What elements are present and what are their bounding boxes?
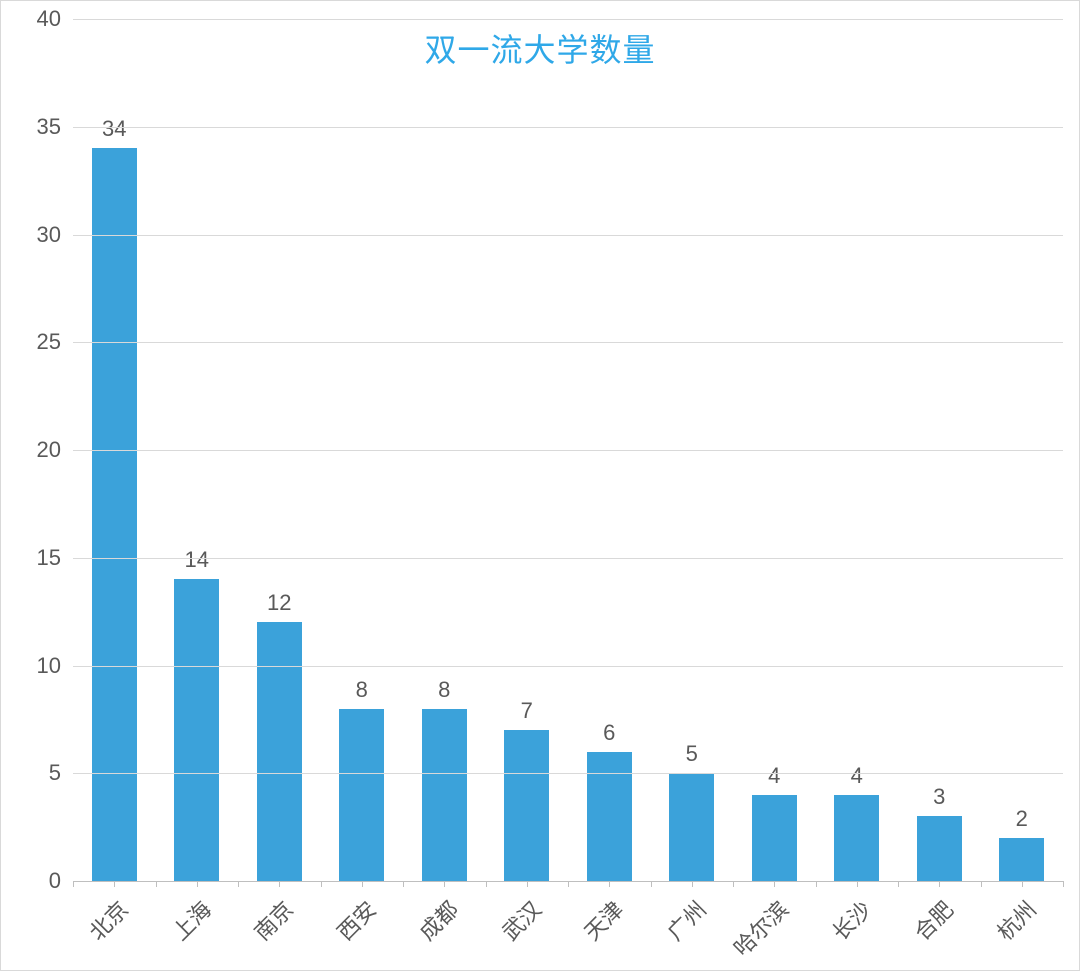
x-category-label: 上海 <box>164 893 218 947</box>
x-category-label: 南京 <box>246 893 300 947</box>
bar <box>339 709 384 881</box>
gridline <box>73 127 1063 128</box>
bar-value-label: 4 <box>851 763 863 789</box>
bar <box>422 709 467 881</box>
chart-frame: 双一流大学数量 341412887654432 0510152025303540… <box>0 0 1080 971</box>
y-tick-label: 35 <box>1 114 61 140</box>
x-axis-line <box>73 881 1063 882</box>
y-tick-label: 30 <box>1 222 61 248</box>
bar <box>257 622 302 881</box>
x-category-label: 哈尔滨 <box>726 893 795 962</box>
bar <box>504 730 549 881</box>
x-category-label: 天津 <box>576 893 630 947</box>
x-category-label: 武汉 <box>494 893 548 947</box>
bar <box>917 816 962 881</box>
bar <box>587 752 632 881</box>
gridline <box>73 342 1063 343</box>
bar-value-label: 8 <box>356 677 368 703</box>
bar-value-label: 12 <box>267 590 291 616</box>
bar-value-label: 5 <box>686 741 698 767</box>
gridline <box>73 235 1063 236</box>
x-category-label: 合肥 <box>906 893 960 947</box>
y-tick-label: 0 <box>1 868 61 894</box>
bar-value-label: 8 <box>438 677 450 703</box>
x-category-label: 成都 <box>411 893 465 947</box>
gridline <box>73 19 1063 20</box>
x-category-label: 西安 <box>329 893 383 947</box>
y-tick-label: 25 <box>1 329 61 355</box>
bar-value-label: 2 <box>1016 806 1028 832</box>
y-tick-label: 5 <box>1 760 61 786</box>
gridline <box>73 450 1063 451</box>
bar-value-label: 14 <box>185 547 209 573</box>
x-category-label: 杭州 <box>989 893 1043 947</box>
bar-value-label: 3 <box>933 784 945 810</box>
y-tick-label: 10 <box>1 653 61 679</box>
x-category-label: 广州 <box>659 893 713 947</box>
bar-value-label: 6 <box>603 720 615 746</box>
gridline <box>73 666 1063 667</box>
gridline <box>73 558 1063 559</box>
bar <box>174 579 219 881</box>
bar-value-label: 34 <box>102 116 126 142</box>
x-category-label: 长沙 <box>824 893 878 947</box>
y-tick-label: 15 <box>1 545 61 571</box>
bar <box>92 148 137 881</box>
x-category-label: 北京 <box>81 893 135 947</box>
y-tick-label: 20 <box>1 437 61 463</box>
y-tick-label: 40 <box>1 6 61 32</box>
x-boundary-tick <box>1063 881 1064 887</box>
bar <box>999 838 1044 881</box>
gridline <box>73 773 1063 774</box>
bar-value-label: 7 <box>521 698 533 724</box>
bar <box>752 795 797 881</box>
bar-value-label: 4 <box>768 763 780 789</box>
bar <box>669 773 714 881</box>
bar <box>834 795 879 881</box>
